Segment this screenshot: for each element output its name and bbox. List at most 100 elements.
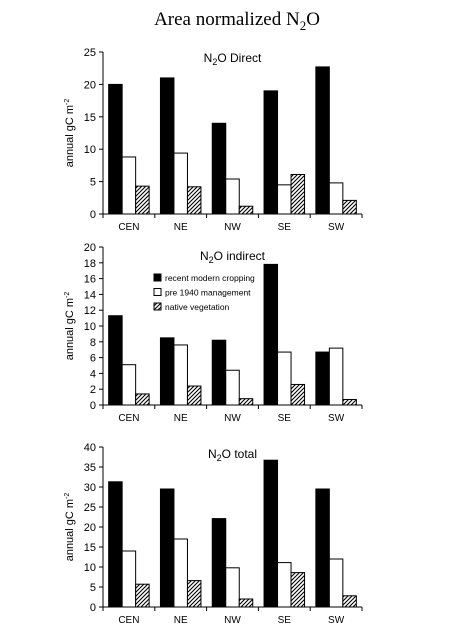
y-tick-label: 25 xyxy=(84,502,96,514)
legend: recent modern cropping pre 1940 managemen… xyxy=(153,273,255,312)
x-category-label: SW xyxy=(328,222,345,233)
panel-title: N2O indirect xyxy=(200,249,266,265)
y-tick-label: 12 xyxy=(84,305,96,317)
bar-pre1940-sw xyxy=(328,347,344,406)
y-tick-label: 0 xyxy=(90,602,96,614)
bar-pre1940-se xyxy=(277,562,292,608)
y-tick-label: 18 xyxy=(84,258,96,270)
y-tick-label: 2 xyxy=(90,384,96,396)
bar-modern-cen xyxy=(108,315,123,406)
x-category-label: SW xyxy=(328,615,345,626)
y-tick-label: 35 xyxy=(84,462,96,474)
figure-title: Area normalized N2O xyxy=(154,9,320,33)
x-category-label: SW xyxy=(328,413,345,424)
legend-swatch xyxy=(153,273,162,282)
y-tick-label: 20 xyxy=(84,522,96,534)
bar-pre1940-sw xyxy=(328,182,344,215)
bar-native-se xyxy=(290,173,306,215)
bar-pre1940-nw xyxy=(225,567,240,608)
y-tick-label: 0 xyxy=(90,400,96,412)
bar-modern-se xyxy=(263,459,279,608)
bar-modern-ne xyxy=(159,77,175,215)
y-tick-label: 20 xyxy=(84,79,96,91)
bar-pre1940-ne xyxy=(173,538,188,608)
bar-pre1940-cen xyxy=(121,156,137,215)
panel-title: N2O Direct xyxy=(204,51,262,67)
y-tick-label: 5 xyxy=(90,177,96,189)
y-tick-label: 6 xyxy=(90,353,96,365)
bar-modern-se xyxy=(263,263,279,406)
bar-native-nw xyxy=(238,205,254,215)
legend-swatch xyxy=(153,288,162,296)
legend-swatch xyxy=(153,302,162,311)
legend-label: pre 1940 management xyxy=(165,288,251,298)
bar-native-sw xyxy=(342,595,357,608)
bar-pre1940-cen xyxy=(121,364,137,406)
bar-modern-cen xyxy=(108,83,123,215)
x-category-label: NE xyxy=(174,413,188,424)
bar-native-se xyxy=(290,572,306,608)
legend-label: native vegetation xyxy=(165,302,230,312)
legend-item: recent modern cropping xyxy=(153,273,255,283)
bar-native-sw xyxy=(342,398,357,406)
bar-pre1940-nw xyxy=(225,178,240,215)
bar-native-nw xyxy=(238,398,254,406)
x-category-label: CEN xyxy=(118,615,139,626)
bar-native-ne xyxy=(186,580,202,608)
bar-native-se xyxy=(290,383,306,406)
bar-native-sw xyxy=(342,199,357,215)
y-tick-label: 16 xyxy=(84,274,96,286)
x-category-label: SE xyxy=(278,615,292,626)
legend-item: pre 1940 management xyxy=(153,288,251,298)
y-tick-label: 25 xyxy=(84,47,96,59)
x-category-label: NW xyxy=(224,222,241,233)
y-tick-label: 5 xyxy=(90,582,96,594)
x-category-label: NW xyxy=(224,413,241,424)
y-tick-label: 14 xyxy=(84,289,96,301)
panel-title: N2O total xyxy=(208,447,257,463)
x-category-label: SE xyxy=(278,222,292,233)
bar-pre1940-ne xyxy=(173,152,188,215)
bar-native-nw xyxy=(238,598,254,608)
y-tick-label: 8 xyxy=(90,337,96,349)
x-category-label: NE xyxy=(174,615,188,626)
bar-native-ne xyxy=(186,385,202,406)
bar-pre1940-sw xyxy=(328,558,344,608)
bar-pre1940-nw xyxy=(225,369,240,406)
y-axis-label: annual gC m-2 xyxy=(64,99,76,168)
legend-label: recent modern cropping xyxy=(165,273,255,283)
chart-panel-1: 0 5 10 15 20 25 CEN NE NW SE SW N2O Direct annual gC… xyxy=(64,47,363,233)
chart-panel-3: 0 5 10 15 20 25 30 35 40 CEN NE NW SE SW N2O total annu… xyxy=(64,442,363,626)
y-tick-label: 10 xyxy=(84,562,96,574)
y-axis-label: annual gC m-2 xyxy=(64,292,76,361)
bar-modern-nw xyxy=(211,339,227,406)
bar-pre1940-se xyxy=(277,184,292,215)
y-tick-label: 10 xyxy=(84,144,96,156)
y-tick-label: 0 xyxy=(90,209,96,221)
chart-panel-2: 0 2 4 6 8 10 12 14 16 18 20 CEN NE NW SE SW N2O indirect… xyxy=(64,242,363,424)
y-tick-label: 20 xyxy=(84,242,96,254)
x-category-label: CEN xyxy=(118,413,139,424)
bar-pre1940-se xyxy=(277,351,292,406)
bar-modern-nw xyxy=(211,518,227,608)
x-category-label: SE xyxy=(278,413,292,424)
x-category-label: NW xyxy=(224,615,241,626)
x-category-label: NE xyxy=(174,222,188,233)
bar-modern-ne xyxy=(159,488,175,608)
y-tick-label: 40 xyxy=(84,442,96,454)
x-category-label: CEN xyxy=(118,222,139,233)
y-tick-label: 15 xyxy=(84,542,96,554)
y-tick-label: 10 xyxy=(84,321,96,333)
y-tick-label: 15 xyxy=(84,112,96,124)
bar-modern-ne xyxy=(159,337,175,406)
legend-item: native vegetation xyxy=(153,302,230,312)
bar-native-cen xyxy=(135,185,150,215)
bar-native-cen xyxy=(135,583,150,608)
bar-pre1940-cen xyxy=(121,550,137,608)
bar-native-ne xyxy=(186,186,202,215)
bar-modern-nw xyxy=(211,122,227,215)
bar-modern-sw xyxy=(315,351,330,406)
y-tick-label: 30 xyxy=(84,482,96,494)
